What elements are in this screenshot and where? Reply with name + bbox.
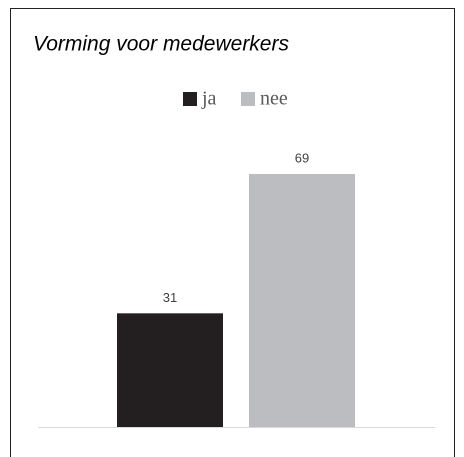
legend-label: ja [201, 88, 217, 110]
chart-title: Vorming voor medewerkers [33, 33, 289, 56]
legend-label: nee [260, 88, 288, 110]
chart-frame [10, 8, 455, 457]
value-label: 69 [295, 150, 309, 165]
value-label: 31 [163, 290, 177, 305]
legend-swatch [241, 92, 255, 106]
bar [117, 313, 223, 427]
legend-swatch [183, 92, 197, 106]
bar [249, 173, 355, 427]
